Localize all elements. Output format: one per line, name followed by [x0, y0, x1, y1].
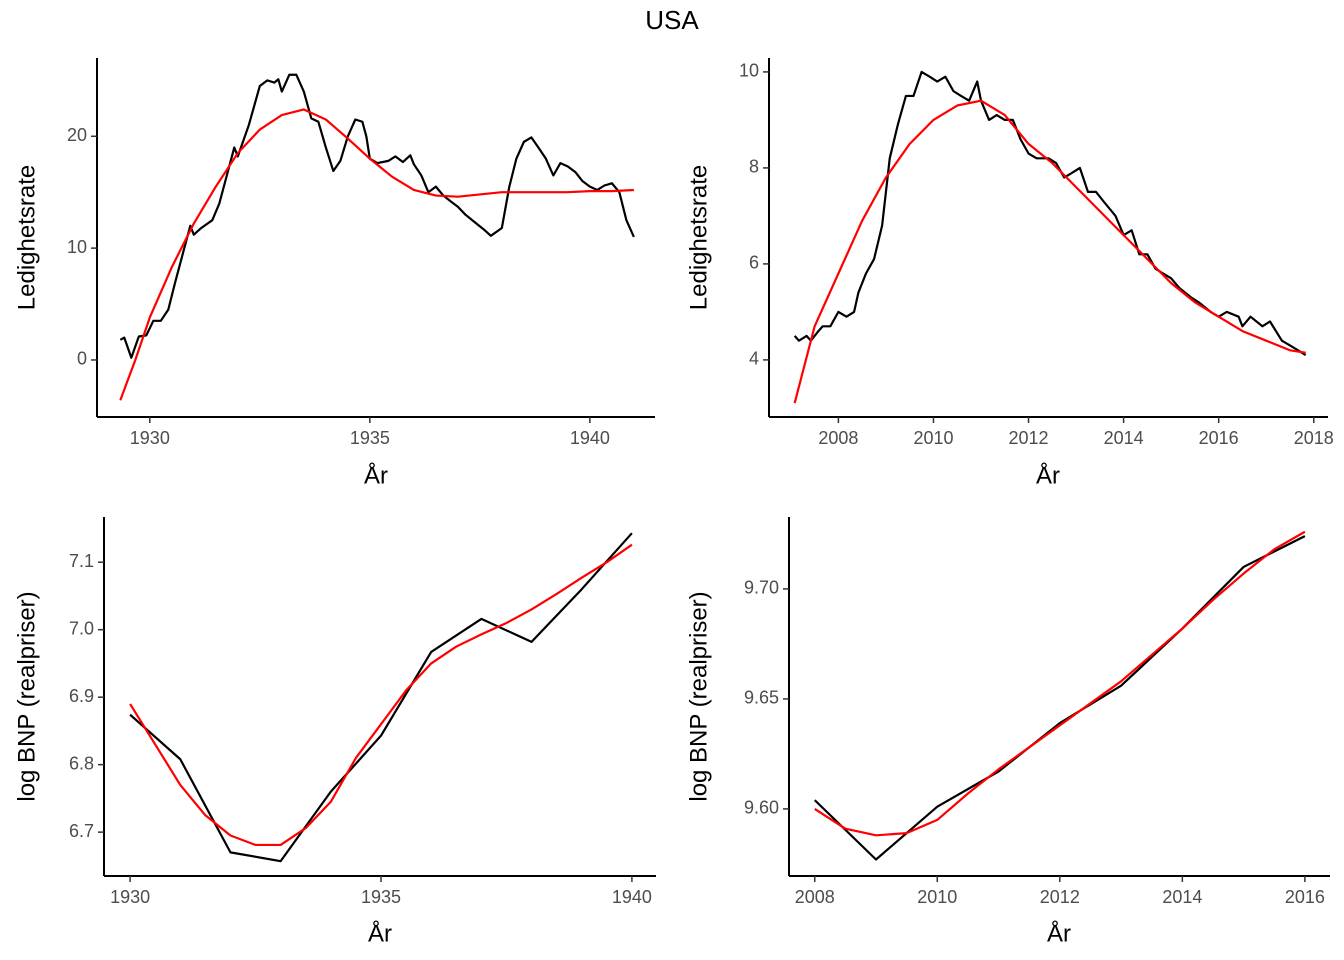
y-tick-label: 6.9 [69, 686, 94, 706]
x-axis-label: År [1036, 461, 1060, 489]
x-tick-label: 2016 [1285, 887, 1325, 907]
x-tick-label: 1940 [612, 887, 652, 907]
data-line [119, 108, 634, 401]
data-line [129, 543, 633, 847]
y-tick-label: 7.0 [69, 618, 94, 638]
x-tick-label: 1930 [130, 428, 170, 448]
x-tick-label: 1930 [110, 887, 150, 907]
y-tick-label: 20 [67, 125, 87, 145]
data-line [119, 73, 635, 359]
y-axis-label: log BNP (realpriser) [13, 591, 40, 801]
y-tick-label: 8 [749, 157, 759, 177]
x-tick-label: 2016 [1199, 428, 1239, 448]
figure-title: USA [645, 5, 699, 35]
y-tick-label: 7.1 [69, 551, 94, 571]
y-tick-label: 10 [67, 237, 87, 257]
x-tick-label: 2014 [1162, 887, 1202, 907]
x-tick-label: 2008 [795, 887, 835, 907]
x-tick-label: 1935 [350, 428, 390, 448]
y-tick-label: 6.8 [69, 753, 94, 773]
x-tick-label: 2012 [1040, 887, 1080, 907]
x-axis-label: År [364, 461, 388, 489]
data-line [793, 70, 1307, 357]
y-tick-label: 10 [739, 61, 759, 81]
data-line [813, 535, 1306, 861]
y-tick-label: 4 [749, 349, 759, 369]
x-tick-label: 2012 [1009, 428, 1049, 448]
x-axis-label: År [368, 919, 392, 947]
x-axis-label: År [1047, 919, 1071, 947]
y-tick-label: 6.7 [69, 821, 94, 841]
x-tick-label: 2010 [913, 428, 953, 448]
data-line [793, 99, 1306, 404]
y-axis-label: Ledighetsrate [13, 165, 40, 310]
x-tick-label: 2010 [917, 887, 957, 907]
data-line [129, 532, 633, 863]
y-tick-label: 9.60 [744, 798, 779, 818]
x-tick-label: 1935 [361, 887, 401, 907]
y-tick-label: 9.65 [744, 688, 779, 708]
y-tick-label: 9.70 [744, 578, 779, 598]
data-line [814, 530, 1306, 837]
x-tick-label: 2014 [1104, 428, 1144, 448]
y-tick-label: 0 [77, 349, 87, 369]
y-axis-label: Ledighetsrate [685, 165, 712, 310]
y-axis-label: log BNP (realpriser) [685, 591, 712, 801]
y-tick-label: 6 [749, 253, 759, 273]
x-tick-label: 2008 [818, 428, 858, 448]
x-tick-label: 2018 [1294, 428, 1334, 448]
x-tick-label: 1940 [570, 428, 610, 448]
